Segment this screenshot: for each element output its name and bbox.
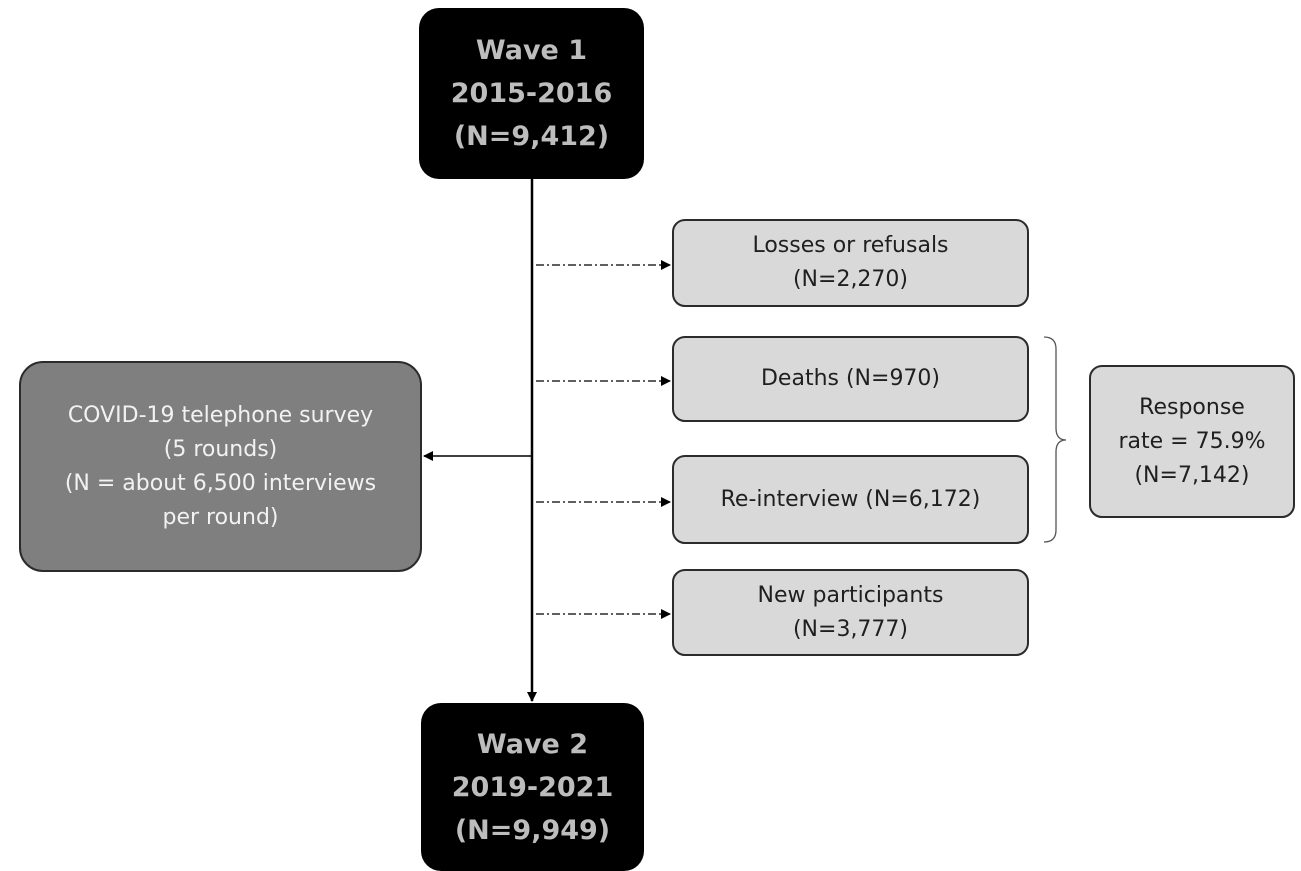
wave2-years: 2019-2021 [451,771,614,803]
wave1-title: Wave 1 [475,35,588,66]
deaths-label: Deaths (N=970) [760,366,941,391]
covid-interviews: (N = about 6,500 interviews [64,470,377,496]
deaths-box: Deaths (N=970) [672,336,1029,422]
reinterview-box: Re-interview (N=6,172) [672,455,1029,544]
response-bracket [1043,336,1067,543]
wave2-title: Wave 2 [476,728,589,760]
response-rate-box: Response rate = 75.9% (N=7,142) [1089,365,1295,518]
losses-count: (N=2,270) [792,267,909,292]
wave2-box: Wave 2 2019-2021 (N=9,949) [421,703,644,871]
covid-title: COVID-19 telephone survey [67,402,374,428]
losses-label: Losses or refusals [752,233,949,258]
new-participants-box: New participants (N=3,777) [672,569,1029,656]
reinterview-label: Re-interview (N=6,172) [720,486,981,512]
covid-survey-box: COVID-19 telephone survey (5 rounds) (N … [19,361,422,572]
wave1-count: (N=9,412) [453,121,610,152]
losses-box: Losses or refusals (N=2,270) [672,219,1029,307]
wave2-count: (N=9,949) [454,814,611,846]
new-participants-label: New participants [757,582,944,608]
response-label: Response [1139,394,1245,420]
wave1-box: Wave 1 2015-2016 (N=9,412) [419,8,644,179]
response-rate: rate = 75.9% [1118,428,1266,454]
wave1-years: 2015-2016 [450,78,613,109]
covid-rounds: (5 rounds) [163,436,278,462]
new-participants-count: (N=3,777) [792,616,909,642]
response-count: (N=7,142) [1134,462,1250,488]
covid-per-round: per round) [162,504,279,530]
